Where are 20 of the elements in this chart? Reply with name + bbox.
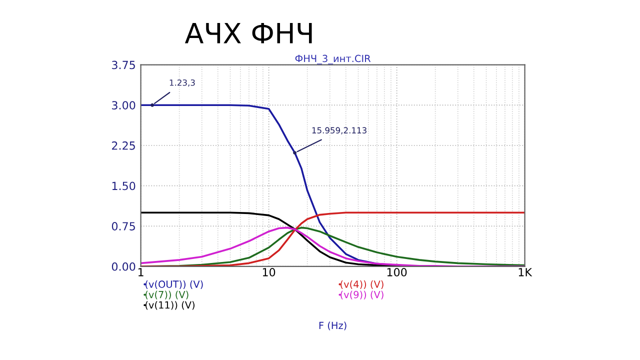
chart-subtitle: ФНЧ_3_инт.CIR	[295, 54, 371, 64]
legend-label: (v(7)) (V)	[146, 290, 188, 300]
y-tick-label: 2.25	[112, 141, 135, 150]
legend-label: (v(11)) (V)	[146, 301, 194, 310]
y-tick-label: 0.75	[112, 222, 135, 230]
y-tick-label: 0.00	[112, 262, 136, 271]
x-axis-title: F (Hz)	[319, 322, 346, 330]
y-tick-label: 1.50	[112, 182, 136, 190]
legend-label: (v(4)) (V)	[340, 280, 384, 290]
legend-label: (v(OUT)) (V)	[146, 280, 203, 290]
legend-label: (v(9)) (V)	[340, 290, 384, 300]
annotation: 1.23,3	[170, 79, 195, 87]
x-tick-label: 1	[138, 268, 144, 276]
y-tick-label: 3.00	[112, 101, 136, 110]
y-tick-label: 3.75	[112, 60, 135, 70]
x-tick-label: 1K	[518, 268, 532, 276]
x-tick-label: 10	[262, 268, 276, 276]
x-tick-label: 100	[387, 268, 407, 276]
chart-title: АЧХ ФНЧ	[184, 22, 312, 44]
annotation: 15.959,2.113	[312, 127, 366, 134]
